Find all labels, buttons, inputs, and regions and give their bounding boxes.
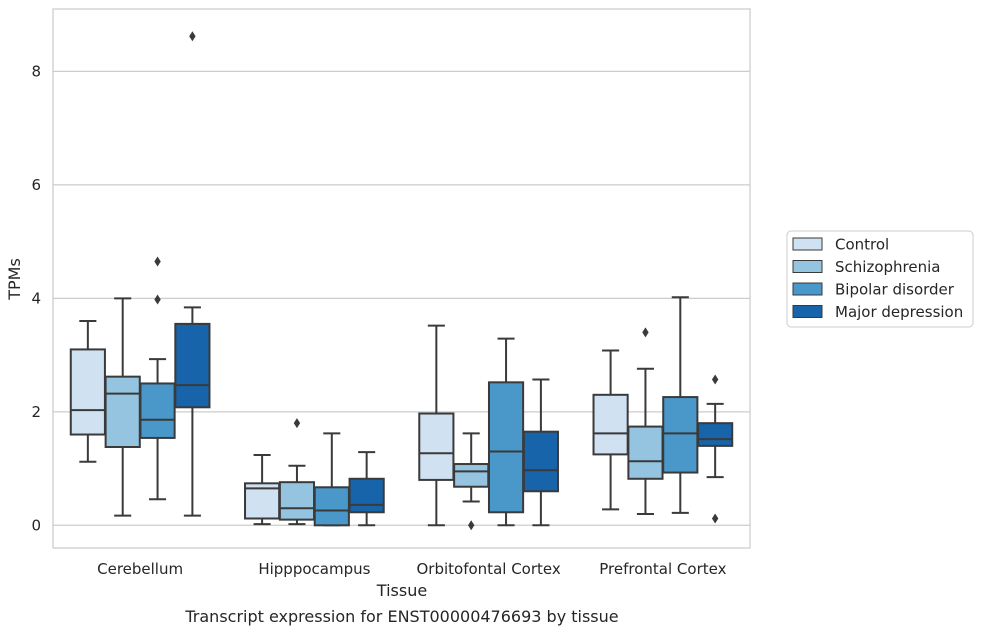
y-axis-label: TPMs (5, 258, 24, 301)
box (418, 412, 455, 481)
legend-label: Bipolar disorder (835, 281, 955, 299)
x-tick-label: Prefrontal Cortex (599, 560, 726, 578)
box (348, 477, 385, 514)
box-group (592, 349, 629, 511)
outlier-point (293, 418, 301, 429)
box-group (174, 31, 211, 517)
y-tick-label: 4 (31, 289, 41, 307)
box (697, 422, 734, 447)
box-group (697, 374, 734, 524)
box-group (69, 320, 106, 463)
box-group (662, 296, 699, 514)
y-tick-label: 6 (31, 176, 41, 194)
outlier-point (154, 294, 161, 305)
legend-label: Control (835, 236, 889, 254)
box-group (278, 418, 316, 526)
box (522, 430, 559, 493)
y-tick-labels: 0 2 4 6 8 (31, 62, 41, 534)
legend-label: Schizophrenia (835, 258, 940, 276)
box (104, 375, 141, 449)
box-group (313, 432, 350, 527)
y-tick-label: 2 (31, 403, 41, 421)
outlier-point (189, 31, 196, 42)
legend-swatch (792, 305, 823, 318)
box-group (348, 451, 385, 527)
chart-caption: Transcript expression for ENST0000047669… (184, 607, 618, 626)
box-group (522, 378, 559, 527)
x-tick-label: Orbitofontal Cortex (417, 560, 561, 578)
box (487, 381, 525, 514)
box (453, 463, 490, 488)
box-group (244, 453, 281, 526)
plot-frame (52, 8, 751, 549)
legend-frame (786, 230, 974, 328)
legend-swatch (792, 260, 823, 273)
box-group (104, 297, 141, 517)
y-tick-label: 8 (31, 62, 41, 80)
outlier-point (154, 256, 161, 267)
y-tick-label: 0 (31, 516, 41, 534)
x-axis-label: Tissue (376, 581, 427, 600)
box (139, 382, 176, 439)
x-tick-label: Hipppocampus (258, 560, 370, 578)
box (278, 481, 316, 521)
box (174, 322, 211, 409)
box-group (139, 256, 176, 501)
box (592, 393, 629, 456)
outlier-point (711, 374, 719, 385)
legend: Control Schizophrenia Bipolar disorder Majo… (786, 230, 974, 328)
x-tick-labels: Cerebellum Hipppocampus Orbitofontal Corte… (97, 560, 726, 578)
legend-swatch (792, 237, 823, 251)
x-tick-label: Cerebellum (97, 560, 183, 578)
legend-label: Major depression (835, 303, 963, 321)
box (627, 425, 664, 480)
box (69, 348, 106, 436)
outlier-point (711, 513, 719, 524)
outlier-point (642, 327, 649, 338)
box (313, 486, 350, 527)
box-layer (69, 31, 734, 531)
box (662, 396, 699, 474)
box-group (627, 327, 664, 515)
outlier-point (468, 520, 475, 531)
box-group (453, 432, 490, 531)
legend-swatch (792, 282, 823, 296)
box-group (418, 324, 455, 527)
